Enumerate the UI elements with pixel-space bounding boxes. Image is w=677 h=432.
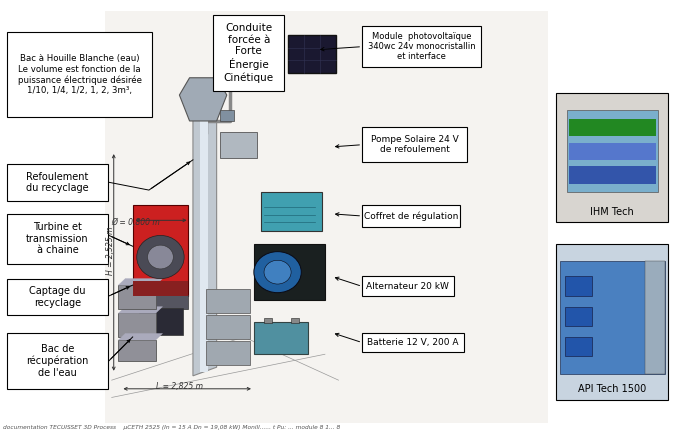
Polygon shape	[118, 334, 162, 340]
Text: L = 2,825 m: L = 2,825 m	[156, 382, 203, 391]
Text: Ø = 0,800 m: Ø = 0,800 m	[111, 218, 160, 227]
FancyBboxPatch shape	[7, 214, 108, 264]
Text: documentation TECUISSET 3D Process    µCETH 2525 (In = 15 A Dn = 19,08 kW) Monil: documentation TECUISSET 3D Process µCETH…	[3, 425, 341, 430]
FancyBboxPatch shape	[362, 333, 464, 352]
Text: API Tech 1500: API Tech 1500	[578, 384, 647, 394]
FancyBboxPatch shape	[288, 35, 336, 73]
FancyBboxPatch shape	[254, 322, 308, 354]
FancyBboxPatch shape	[118, 313, 156, 337]
FancyBboxPatch shape	[206, 315, 250, 339]
FancyBboxPatch shape	[206, 289, 250, 313]
Polygon shape	[118, 307, 162, 313]
FancyBboxPatch shape	[565, 307, 592, 326]
FancyBboxPatch shape	[7, 32, 152, 117]
FancyBboxPatch shape	[291, 318, 299, 323]
FancyBboxPatch shape	[213, 15, 284, 91]
FancyBboxPatch shape	[7, 164, 108, 201]
FancyBboxPatch shape	[645, 261, 665, 374]
FancyBboxPatch shape	[139, 308, 183, 335]
FancyBboxPatch shape	[133, 295, 188, 309]
Text: Module  photovoltaïque
340wc 24v monocristallin
et interface: Module photovoltaïque 340wc 24v monocris…	[368, 32, 475, 61]
Text: Turbine et
transmission
à chaine: Turbine et transmission à chaine	[26, 222, 89, 255]
Text: Conduite
forcée à
Forte
Énergie
Cinétique: Conduite forcée à Forte Énergie Cinétiqu…	[223, 23, 274, 83]
FancyBboxPatch shape	[362, 205, 460, 227]
Text: H = 2,525 m: H = 2,525 m	[106, 226, 115, 275]
FancyBboxPatch shape	[105, 11, 548, 423]
Text: Batterie 12 V, 200 A: Batterie 12 V, 200 A	[367, 338, 459, 347]
FancyBboxPatch shape	[565, 337, 592, 356]
FancyBboxPatch shape	[133, 281, 188, 296]
FancyBboxPatch shape	[264, 318, 272, 323]
Polygon shape	[179, 78, 227, 121]
FancyBboxPatch shape	[569, 166, 656, 184]
FancyBboxPatch shape	[133, 205, 188, 296]
Text: Coffret de régulation: Coffret de régulation	[364, 211, 458, 221]
FancyBboxPatch shape	[567, 110, 658, 192]
Text: Pompe Solaire 24 V
de refoulement: Pompe Solaire 24 V de refoulement	[371, 135, 458, 154]
FancyBboxPatch shape	[560, 261, 665, 374]
Text: Refoulement
du recyclage: Refoulement du recyclage	[26, 172, 89, 194]
FancyBboxPatch shape	[261, 192, 322, 231]
FancyBboxPatch shape	[569, 119, 656, 136]
Text: Captage du
recyclage: Captage du recyclage	[29, 286, 86, 308]
Ellipse shape	[254, 251, 301, 293]
FancyBboxPatch shape	[7, 279, 108, 315]
Ellipse shape	[148, 245, 173, 269]
FancyBboxPatch shape	[220, 110, 234, 121]
Text: Alternateur 20 kW: Alternateur 20 kW	[366, 282, 450, 291]
FancyBboxPatch shape	[200, 91, 208, 372]
FancyBboxPatch shape	[362, 127, 467, 162]
FancyBboxPatch shape	[362, 26, 481, 67]
FancyBboxPatch shape	[565, 276, 592, 296]
FancyBboxPatch shape	[118, 285, 156, 309]
Text: Bac à Houille Blanche (eau)
Le volume est fonction de la
puissance électrique dé: Bac à Houille Blanche (eau) Le volume es…	[18, 54, 141, 95]
Polygon shape	[118, 279, 162, 285]
Ellipse shape	[264, 260, 291, 284]
FancyBboxPatch shape	[206, 341, 250, 365]
FancyBboxPatch shape	[556, 244, 668, 400]
Polygon shape	[193, 78, 217, 376]
FancyBboxPatch shape	[7, 333, 108, 389]
FancyBboxPatch shape	[118, 340, 156, 361]
Text: IHM Tech: IHM Tech	[590, 206, 634, 217]
FancyBboxPatch shape	[569, 143, 656, 160]
FancyBboxPatch shape	[362, 276, 454, 296]
FancyBboxPatch shape	[220, 132, 257, 158]
Text: Bac de
récupération
de l'eau: Bac de récupération de l'eau	[26, 344, 89, 378]
Ellipse shape	[137, 235, 184, 279]
FancyBboxPatch shape	[254, 244, 325, 300]
FancyBboxPatch shape	[556, 93, 668, 222]
